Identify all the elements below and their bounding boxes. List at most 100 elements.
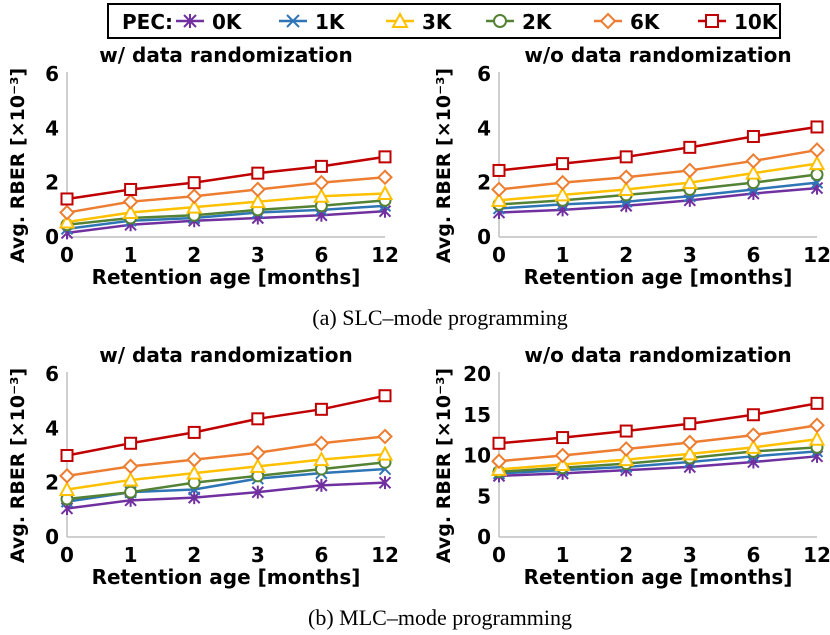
series-line (66, 394, 386, 457)
y-tick-label: 6 (45, 362, 59, 386)
data-point (377, 428, 393, 445)
data-point (314, 159, 328, 173)
series-3k (490, 155, 826, 207)
series-2k (60, 455, 392, 506)
data-point (554, 174, 571, 191)
chart-title: w/ data randomization (99, 343, 352, 367)
data-point (251, 166, 265, 180)
data-point (491, 181, 507, 198)
data-point (556, 431, 570, 445)
legend-box (107, 3, 781, 39)
data-point (59, 204, 75, 221)
series-line (66, 452, 386, 491)
y-tick-label: 4 (45, 416, 59, 440)
legend-entry-0k: 0K (176, 10, 243, 34)
y-tick-label: 6 (45, 62, 59, 86)
series-line (66, 481, 386, 510)
series-line (498, 181, 818, 210)
x-tick-label: 12 (371, 243, 399, 267)
x-tick-label: 12 (803, 243, 830, 267)
y-tick-label: 2 (45, 171, 59, 195)
data-point (683, 417, 697, 431)
x-axis-label: Retention age [months] (524, 265, 793, 289)
legend-label: PEC: (122, 10, 173, 34)
x-tick-label: 2 (619, 243, 633, 267)
series-line (498, 446, 818, 474)
series-line (66, 199, 386, 227)
data-point (59, 467, 75, 484)
legend-entry-1k: 1K (279, 10, 346, 34)
x-tick-label: 2 (619, 543, 633, 567)
series-line (498, 437, 818, 471)
data-point (809, 142, 825, 158)
data-point (249, 444, 266, 461)
data-point (618, 450, 635, 467)
data-point (681, 445, 698, 461)
x-tick-label: 3 (683, 243, 697, 267)
y-tick-label: 0 (477, 225, 491, 249)
x-tick-label: 1 (124, 243, 138, 267)
data-point (186, 198, 203, 214)
data-point (618, 441, 635, 457)
data-point (554, 447, 571, 464)
series-6k (59, 169, 393, 221)
series-6k (491, 142, 825, 198)
legend-entry-10k: 10K (698, 10, 779, 34)
data-point (124, 485, 138, 499)
y-axis-label: Avg. RBER [×10⁻³] (433, 68, 455, 263)
data-point (313, 435, 330, 452)
data-point (491, 453, 507, 470)
chart-title: w/ data randomization (99, 43, 352, 67)
data-point (124, 182, 138, 196)
data-point (313, 174, 330, 191)
series-3k (58, 184, 394, 229)
x-tick-label: 3 (251, 243, 265, 267)
y-tick-label: 0 (45, 525, 59, 549)
data-point (810, 120, 824, 134)
data-point (809, 417, 825, 434)
series-10k (492, 396, 824, 450)
data-point (490, 191, 508, 207)
x-tick-label: 12 (371, 543, 399, 567)
data-point (681, 174, 698, 190)
x-axis-label: Retention age [months] (92, 565, 361, 589)
legend-entry-label: 3K (422, 10, 453, 34)
legend-marker-asterisk (183, 14, 197, 28)
chart-title: w/o data randomization (524, 343, 791, 367)
series-10k (60, 389, 392, 462)
y-axis-label: Avg. RBER [×10⁻³] (7, 368, 29, 563)
y-tick-label: 0 (45, 225, 59, 249)
data-point (251, 412, 265, 426)
series-line (498, 148, 818, 191)
legend-marker-triangle (391, 11, 409, 28)
data-point (378, 150, 392, 164)
legend-entry-label: 2K (522, 10, 553, 34)
x-tick-label: 1 (124, 543, 138, 567)
series-3k (58, 445, 394, 496)
data-point (251, 485, 265, 499)
series-line (498, 424, 818, 463)
legend-entries: 0K 1K 3K 2K 6K 10K (176, 10, 779, 34)
data-point (314, 402, 328, 416)
y-tick-label: 4 (45, 116, 59, 140)
y-axis-label: Avg. RBER [×10⁻³] (433, 368, 455, 563)
legend-marker-diamond (599, 12, 617, 30)
data-point (124, 436, 138, 450)
data-point (556, 157, 570, 171)
data-point (249, 457, 266, 473)
series-10k (60, 150, 392, 206)
data-point (122, 471, 139, 487)
x-axis-label: Retention age [months] (524, 565, 793, 589)
legend-entry-label: 1K (315, 10, 346, 34)
data-point (377, 169, 393, 186)
data-point (249, 181, 266, 198)
data-point (122, 203, 139, 220)
x-tick-label: 6 (314, 543, 328, 567)
data-point (122, 458, 139, 475)
data-point (492, 163, 506, 177)
series-6k (491, 417, 825, 470)
data-point (746, 129, 760, 143)
